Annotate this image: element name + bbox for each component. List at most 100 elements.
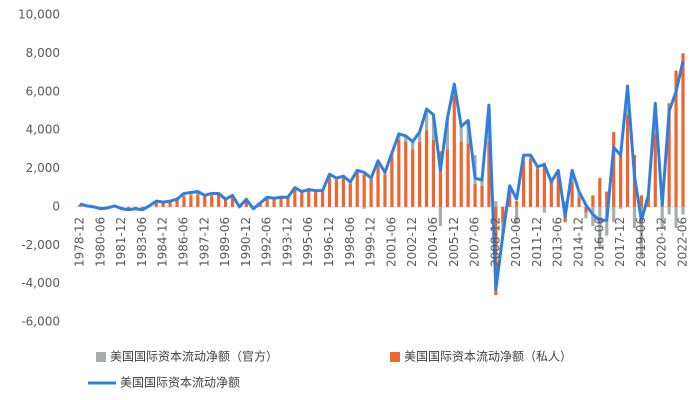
bar	[563, 201, 567, 207]
bar	[639, 195, 644, 207]
bar	[431, 139, 436, 207]
x-tick-label: 2005-12	[447, 217, 461, 267]
bar	[508, 189, 512, 207]
bar	[431, 114, 436, 140]
x-tick-label: 1984-12	[156, 217, 170, 267]
bar	[300, 192, 304, 207]
bar	[542, 162, 546, 207]
bar	[286, 197, 290, 207]
bar	[404, 135, 408, 142]
y-tick-label: 10,000	[18, 8, 60, 22]
y-tick-label: 2,000	[26, 161, 60, 175]
x-tick-label: 1996-12	[322, 217, 336, 267]
bar	[397, 139, 401, 207]
x-tick-label: 2014-12	[572, 217, 586, 267]
bar	[418, 141, 422, 207]
bar	[612, 206, 616, 223]
x-tick-label: 2001-06	[384, 217, 398, 267]
bar	[314, 191, 318, 207]
bar	[584, 212, 588, 219]
bar	[459, 126, 463, 142]
bar	[494, 201, 498, 207]
x-tick-label: 1999-12	[364, 217, 378, 267]
x-tick-label: 1981-12	[114, 217, 128, 267]
bar	[307, 190, 311, 207]
bar	[182, 196, 186, 207]
bar	[660, 206, 664, 228]
x-tick-label: 1998-06	[343, 217, 357, 267]
bar	[369, 180, 373, 207]
bar	[418, 132, 422, 142]
y-tick-label: -6,000	[21, 315, 60, 329]
legend-label: 美国国际资本流动净额（官方）	[110, 349, 278, 364]
bar	[411, 141, 415, 150]
bar	[244, 200, 248, 207]
x-tick-label: 1978-12	[73, 217, 87, 267]
x-tick-label: 1995-06	[301, 217, 315, 267]
bar	[674, 70, 678, 207]
bar	[265, 198, 269, 207]
bar	[625, 114, 630, 207]
bar	[466, 143, 470, 207]
bar	[334, 180, 339, 207]
legend-swatch	[96, 352, 106, 362]
bar	[348, 183, 352, 207]
bar	[480, 180, 484, 186]
bar	[161, 202, 165, 207]
bar	[362, 174, 366, 207]
bar	[438, 206, 443, 227]
bar	[584, 206, 588, 213]
bar	[667, 206, 671, 215]
x-tick-label: 2010-06	[509, 217, 523, 267]
x-tick-label: 1993-12	[280, 217, 294, 267]
bar	[404, 141, 408, 207]
x-tick-label: 1990-12	[239, 217, 253, 267]
bar	[424, 130, 429, 207]
bar	[598, 206, 602, 250]
bar	[681, 53, 685, 207]
bar	[459, 141, 463, 207]
x-tick-label: 2007-06	[468, 217, 482, 267]
bar	[424, 109, 429, 131]
bar	[674, 206, 678, 228]
bar	[279, 198, 283, 207]
legend-label: 美国国际资本流动净额	[120, 376, 240, 390]
bar	[549, 181, 553, 207]
bar	[570, 181, 574, 207]
bar	[605, 191, 609, 207]
x-tick-label: 2004-06	[426, 217, 440, 267]
bar	[501, 206, 505, 223]
bar	[646, 197, 650, 207]
x-tick-label: 1992-06	[260, 217, 274, 267]
bar	[196, 194, 200, 207]
bar	[293, 189, 297, 207]
line	[79, 60, 685, 291]
bar	[175, 199, 179, 207]
bar	[556, 176, 560, 207]
bar	[452, 95, 456, 207]
x-tick-label: 2011-12	[530, 217, 544, 267]
bar	[528, 158, 533, 207]
bar	[154, 202, 158, 207]
bar	[210, 195, 214, 207]
y-tick-label: -2,000	[21, 238, 60, 252]
bar	[390, 156, 394, 207]
bar	[383, 174, 387, 207]
bar	[168, 201, 172, 207]
bar	[376, 164, 380, 207]
bar	[542, 206, 546, 213]
x-tick-label: 1983-06	[135, 217, 149, 267]
bar	[632, 206, 637, 228]
bar	[341, 178, 345, 207]
x-tick-label: 1987-12	[197, 217, 211, 267]
bar	[681, 206, 685, 215]
x-tick-label: 2008-12	[488, 217, 502, 267]
bar	[619, 206, 623, 209]
bar	[653, 133, 657, 207]
y-tick-label: 0	[52, 199, 60, 213]
bar	[598, 178, 602, 207]
bar	[619, 153, 623, 207]
bar	[480, 185, 484, 207]
bar	[203, 196, 207, 207]
